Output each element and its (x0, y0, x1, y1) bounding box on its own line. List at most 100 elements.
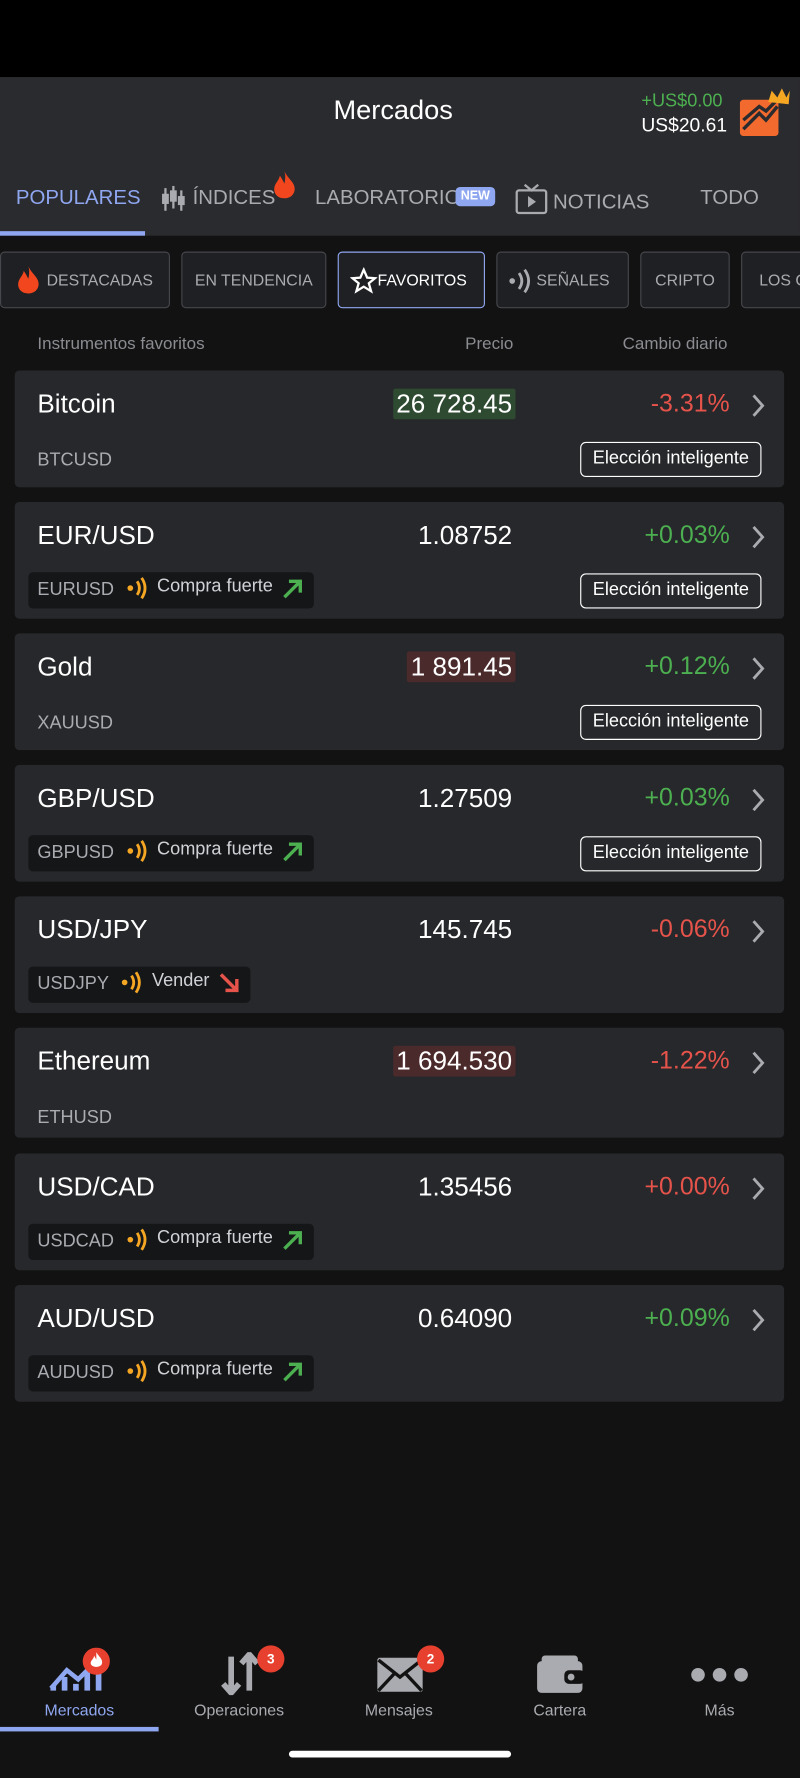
instrument-card[interactable]: USD/CAD 1.35456 +0.00% USDCAD Compra fuerte (14, 1153, 785, 1271)
smart-button[interactable]: Elección inteligente (580, 573, 762, 609)
symbol: BTCUSD (37, 450, 112, 471)
chevron (750, 656, 766, 681)
price: 1 891.45 (407, 651, 516, 683)
symbol: EURUSD (37, 580, 114, 600)
signal-pill[interactable]: GBPUSD Compra fuerte (28, 835, 314, 872)
portfolio-icon[interactable] (737, 86, 791, 138)
instrument-name: USD/JPY (37, 914, 148, 944)
daily-change: +0.00% (644, 1171, 730, 1200)
smart-button[interactable]: Elección inteligente (580, 441, 762, 478)
trend-arrow (280, 575, 305, 606)
nav-label[interactable]: Mercados (44, 1700, 115, 1719)
nav-label[interactable]: Más (704, 1700, 735, 1719)
filter-label: LOS C (759, 270, 800, 289)
chevron-graphic (752, 1308, 765, 1332)
tab[interactable]: LABORATORIO (315, 185, 461, 209)
chevron (750, 393, 766, 418)
symbol: ETHUSD (37, 1108, 112, 1128)
chevron-graphic (752, 788, 765, 812)
chevron (750, 525, 766, 550)
index-icon (162, 185, 185, 211)
wallet-icon (537, 1655, 585, 1693)
signal-graphic (126, 576, 146, 599)
signal-pill[interactable]: AUDUSD Compra fuerte (28, 1355, 314, 1392)
nav-badge: 3 (257, 1645, 285, 1673)
chevron (750, 1050, 766, 1075)
signal-pill[interactable]: USDCAD Compra fuerte (28, 1223, 314, 1261)
instrument-name: GBP/USD (37, 782, 155, 813)
price: 1 694.530 (392, 1045, 516, 1077)
symbol: USDCAD (37, 1231, 114, 1251)
nav-label[interactable]: Cartera (533, 1700, 587, 1719)
header (0, 77, 800, 236)
nav-label[interactable]: Mensajes (364, 1700, 433, 1719)
signal-label: Compra fuerte (157, 839, 273, 859)
instrument-card[interactable]: EUR/USD 1.08752 +0.03% EURUSD Compra fuerte E… (14, 501, 785, 619)
instrument-card[interactable]: Bitcoin 26 728.45 -3.31% BTCUSD Elección int… (14, 370, 785, 488)
signal-icon (125, 575, 150, 606)
arrow-up (283, 1362, 302, 1381)
trend-arrow (280, 1358, 305, 1389)
filter-label: EN TENDENCIA (194, 270, 313, 289)
chevron (750, 788, 766, 813)
column-header: Precio (465, 334, 514, 354)
filter-chip[interactable]: CRIPTO (640, 251, 730, 309)
chevron (750, 919, 766, 944)
price: 1.08752 (417, 520, 513, 550)
signal-graphic (126, 1228, 146, 1251)
daily-change: +0.03% (644, 782, 730, 812)
instrument-card[interactable]: Gold 1 891.45 +0.12% XAUUSD Elección intelig… (14, 633, 785, 751)
star-icon (350, 267, 378, 294)
price: 1.27509 (417, 782, 513, 813)
fire-icon (18, 266, 39, 294)
daily-change: +0.09% (644, 1303, 730, 1332)
instrument-name: Bitcoin (37, 388, 116, 419)
instrument-card[interactable]: USD/JPY 145.745 -0.06% USDJPY Vender (14, 896, 785, 1014)
chevron-graphic (752, 920, 765, 943)
column-header: Instrumentos favoritos (37, 334, 205, 354)
instrument-card[interactable]: AUD/USD 0.64090 +0.09% AUDUSD Compra fuerte (14, 1284, 785, 1402)
arrow-up (283, 841, 302, 861)
signal-graphic (127, 839, 146, 862)
instrument-name: AUD/USD (37, 1303, 155, 1333)
smart-button[interactable]: Elección inteligente (580, 704, 762, 740)
trend-arrow (216, 969, 241, 1000)
instrument-name: USD/CAD (37, 1171, 155, 1202)
news-icon (515, 183, 548, 215)
tab[interactable]: NOTICIAS (552, 190, 650, 214)
filter-chip[interactable]: EN TENDENCIA (181, 251, 327, 309)
signal-icon (509, 268, 531, 294)
arrow-down (219, 972, 239, 992)
daily-change: +0.12% (644, 651, 730, 680)
nav-label[interactable]: Operaciones (194, 1700, 285, 1719)
instrument-card[interactable]: Ethereum 1 694.530 -1.22% ETHUSD (14, 1027, 785, 1138)
signal-label: Compra fuerte (157, 576, 273, 597)
fire-icon (274, 171, 295, 199)
signal-label: Vender (151, 971, 210, 991)
instrument-card[interactable]: GBP/USD 1.27509 +0.03% GBPUSD Compra fuerte E… (14, 764, 785, 882)
price: 145.745 (417, 914, 513, 944)
signal-pill[interactable]: EURUSD Compra fuerte (28, 572, 314, 609)
instrument-name: EUR/USD (37, 520, 155, 550)
balance: US$20.61 (641, 114, 728, 136)
price: 0.64090 (417, 1303, 513, 1333)
smart-button[interactable]: Elección inteligente (580, 836, 762, 872)
nav-badge: 2 (416, 1645, 445, 1673)
filter-chip[interactable]: SEÑALES (496, 251, 629, 309)
more-icon (691, 1667, 748, 1682)
filter-chip[interactable]: LOS C (741, 251, 800, 309)
signal-pill[interactable]: USDJPY Vender (28, 966, 251, 1003)
filter-label: CRIPTO (655, 270, 715, 289)
tab[interactable]: ÍNDICES (192, 185, 276, 209)
price: 1.35456 (417, 1171, 513, 1202)
title: Mercados (333, 95, 453, 126)
tab[interactable]: POPULARES (15, 185, 141, 209)
instrument-name: Gold (37, 651, 93, 682)
trend-arrow (280, 838, 305, 869)
filter-chip-selected[interactable]: FAVORITOS (337, 251, 485, 309)
filter-label: SEÑALES (536, 270, 610, 289)
status-bar (0, 0, 800, 78)
tab[interactable]: TODO (700, 185, 759, 209)
